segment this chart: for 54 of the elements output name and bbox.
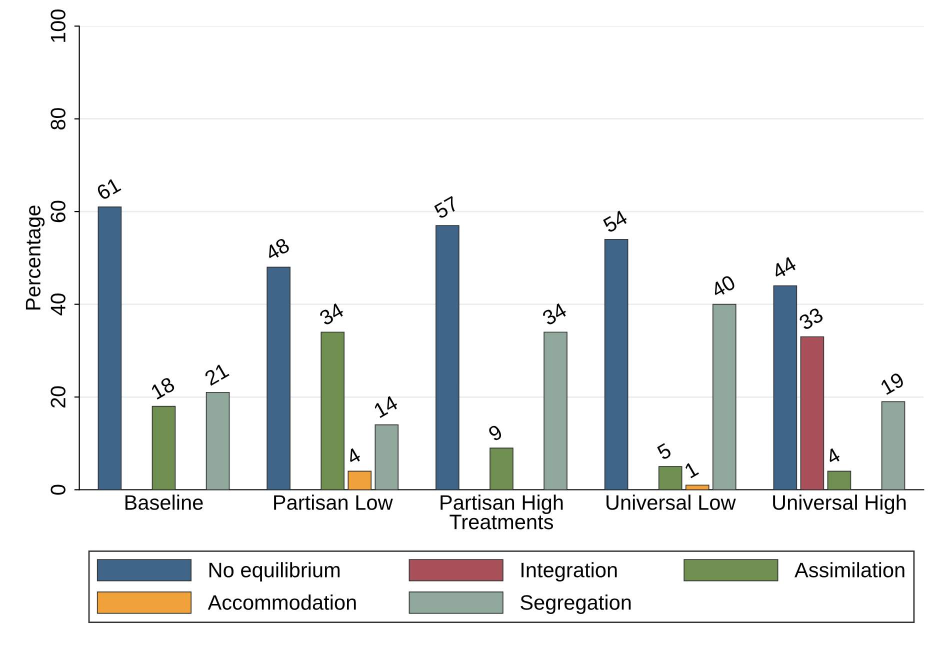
y-tick-label: 100 (50, 10, 66, 42)
bar (98, 206, 122, 490)
data-label: 61 (96, 177, 122, 201)
data-label: 4 (824, 447, 842, 465)
data-label: 48 (264, 237, 290, 262)
data-label: 9 (487, 424, 504, 442)
legend-label: Integration (522, 562, 617, 582)
x-tick-label: Partisan High (440, 494, 563, 514)
legend-label: Accommodation (208, 594, 356, 610)
x-tick-label: Baseline (125, 494, 203, 510)
data-label: 40 (710, 274, 736, 298)
bar (266, 266, 290, 490)
bar (206, 392, 230, 490)
data-label: 4 (345, 447, 362, 465)
y-tick-label: 80 (50, 108, 66, 130)
bar (348, 470, 372, 490)
bar (490, 448, 514, 490)
data-label: 57 (433, 196, 460, 220)
y-axis-title: Percentage (26, 206, 45, 310)
x-axis-title: Treatments (450, 514, 554, 530)
legend-label: Segregation (520, 594, 631, 614)
data-label: 14 (373, 395, 399, 418)
bar (152, 406, 176, 490)
bar (320, 332, 345, 490)
data-label: 54 (602, 210, 628, 234)
data-label: 34 (318, 302, 345, 326)
data-label: 33 (798, 306, 824, 330)
data-label: 44 (770, 256, 798, 280)
legend-label: Assimilation (794, 562, 904, 578)
y-tick-label: 60 (50, 200, 66, 222)
bar (773, 285, 798, 490)
bar (544, 332, 568, 490)
x-tick-label: Universal Low (606, 494, 736, 510)
bar (658, 466, 682, 490)
bar (604, 238, 628, 490)
bar (827, 470, 852, 490)
bar (881, 401, 906, 490)
data-label: 18 (150, 376, 176, 400)
y-tick-label: 40 (50, 294, 66, 316)
data-label: 5 (656, 442, 672, 460)
bar (436, 225, 460, 490)
x-tick-label: Partisan Low (274, 494, 393, 510)
data-label: 1 (684, 461, 699, 478)
data-label: 19 (880, 372, 906, 395)
x-tick-label: Universal High (773, 494, 906, 514)
data-label: 34 (541, 302, 568, 326)
bar (712, 304, 736, 490)
bar (800, 336, 824, 490)
legend-label: No equilibrium (209, 562, 340, 582)
bar (685, 484, 710, 490)
bar (374, 424, 399, 490)
y-tick-label: 20 (50, 386, 66, 408)
data-label: 21 (204, 362, 230, 386)
y-tick-label: 0 (50, 484, 66, 495)
